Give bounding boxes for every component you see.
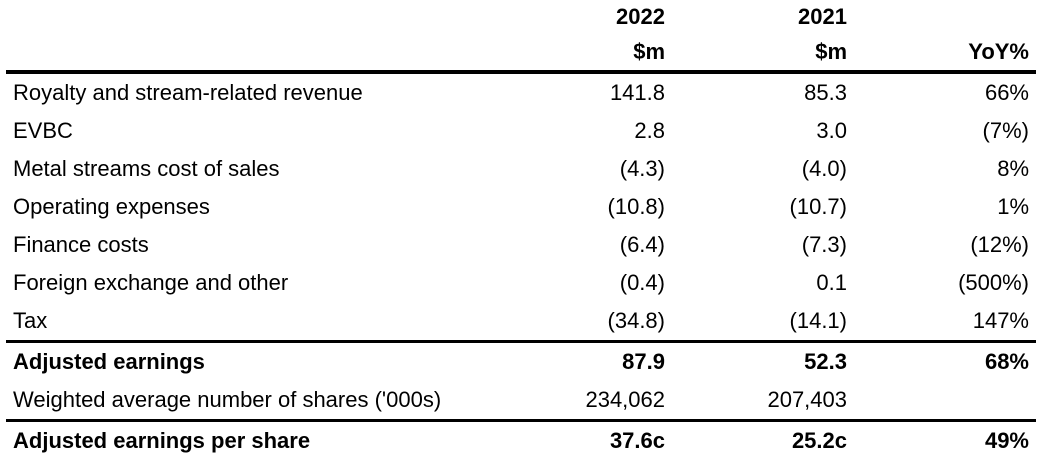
row-value-2021: 85.3 xyxy=(804,80,847,105)
header-unit-2021: $m xyxy=(815,39,847,64)
subtotal-rule xyxy=(6,340,1036,343)
row-label: Tax xyxy=(13,308,48,333)
row-value-2022: 37.6c xyxy=(609,428,665,453)
row-value-2021: (14.1) xyxy=(789,308,847,333)
row-label: Foreign exchange and other xyxy=(13,270,289,295)
row-label: Weighted average number of shares ('000s… xyxy=(13,387,442,412)
row-yoy: 49% xyxy=(984,428,1029,453)
row-value-2021: (7.3) xyxy=(801,232,847,257)
header-row-units: $m $m YoY% xyxy=(6,34,1036,70)
row-value-2022: 87.9 xyxy=(622,349,665,374)
header-rule xyxy=(6,70,1036,74)
header-year-2021: 2021 xyxy=(798,4,847,29)
table-row-royalty: Royalty and stream-related revenue 141.8… xyxy=(6,74,1036,112)
table-row-eps: Adjusted earnings per share 37.6c 25.2c … xyxy=(6,422,1036,460)
row-label: Metal streams cost of sales xyxy=(13,156,280,181)
table-row-operating-expenses: Operating expenses (10.8) (10.7) 1% xyxy=(6,188,1036,226)
total-rule xyxy=(6,419,1036,422)
row-yoy: 147% xyxy=(972,308,1029,333)
table-row-metal-streams: Metal streams cost of sales (4.3) (4.0) … xyxy=(6,150,1036,188)
row-value-2021: 0.1 xyxy=(816,270,847,295)
row-value-2021: (10.7) xyxy=(789,194,847,219)
row-yoy: 68% xyxy=(984,349,1029,374)
earnings-table: 2022 2021 $m $m YoY% Royalty and stream-… xyxy=(6,0,1036,460)
row-label: Adjusted earnings per share xyxy=(13,428,311,453)
header-unit-2022: $m xyxy=(633,39,665,64)
row-value-2022: (0.4) xyxy=(619,270,665,295)
table-row-adjusted-earnings: Adjusted earnings 87.9 52.3 68% xyxy=(6,343,1036,381)
row-label: Adjusted earnings xyxy=(13,349,205,374)
header-yoy: YoY% xyxy=(968,39,1029,64)
row-value-2022: 2.8 xyxy=(634,118,665,143)
table-row-evbc: EVBC 2.8 3.0 (7%) xyxy=(6,112,1036,150)
row-value-2022: (10.8) xyxy=(607,194,665,219)
row-value-2021: 52.3 xyxy=(804,349,847,374)
header-row-years: 2022 2021 xyxy=(6,0,1036,34)
row-label: Operating expenses xyxy=(13,194,210,219)
row-value-2022: (6.4) xyxy=(619,232,665,257)
row-label: Royalty and stream-related revenue xyxy=(13,80,363,105)
row-yoy: 66% xyxy=(984,80,1029,105)
row-yoy: (7%) xyxy=(982,118,1029,143)
row-value-2022: 234,062 xyxy=(585,387,665,412)
row-label: EVBC xyxy=(13,118,73,143)
row-yoy: (12%) xyxy=(970,232,1029,257)
row-yoy: 1% xyxy=(997,194,1029,219)
table-row-foreign-exchange: Foreign exchange and other (0.4) 0.1 (50… xyxy=(6,264,1036,302)
row-value-2021: 25.2c xyxy=(791,428,847,453)
table-row-tax: Tax (34.8) (14.1) 147% xyxy=(6,302,1036,340)
row-yoy: 8% xyxy=(997,156,1029,181)
row-value-2021: 3.0 xyxy=(816,118,847,143)
header-year-2022: 2022 xyxy=(616,4,665,29)
row-value-2022: 141.8 xyxy=(609,80,665,105)
row-label: Finance costs xyxy=(13,232,149,257)
table-row-finance-costs: Finance costs (6.4) (7.3) (12%) xyxy=(6,226,1036,264)
row-value-2021: 207,403 xyxy=(767,387,847,412)
row-value-2022: (34.8) xyxy=(607,308,665,333)
row-value-2022: (4.3) xyxy=(619,156,665,181)
table-row-shares: Weighted average number of shares ('000s… xyxy=(6,381,1036,419)
row-value-2021: (4.0) xyxy=(801,156,847,181)
row-yoy: (500%) xyxy=(958,270,1029,295)
